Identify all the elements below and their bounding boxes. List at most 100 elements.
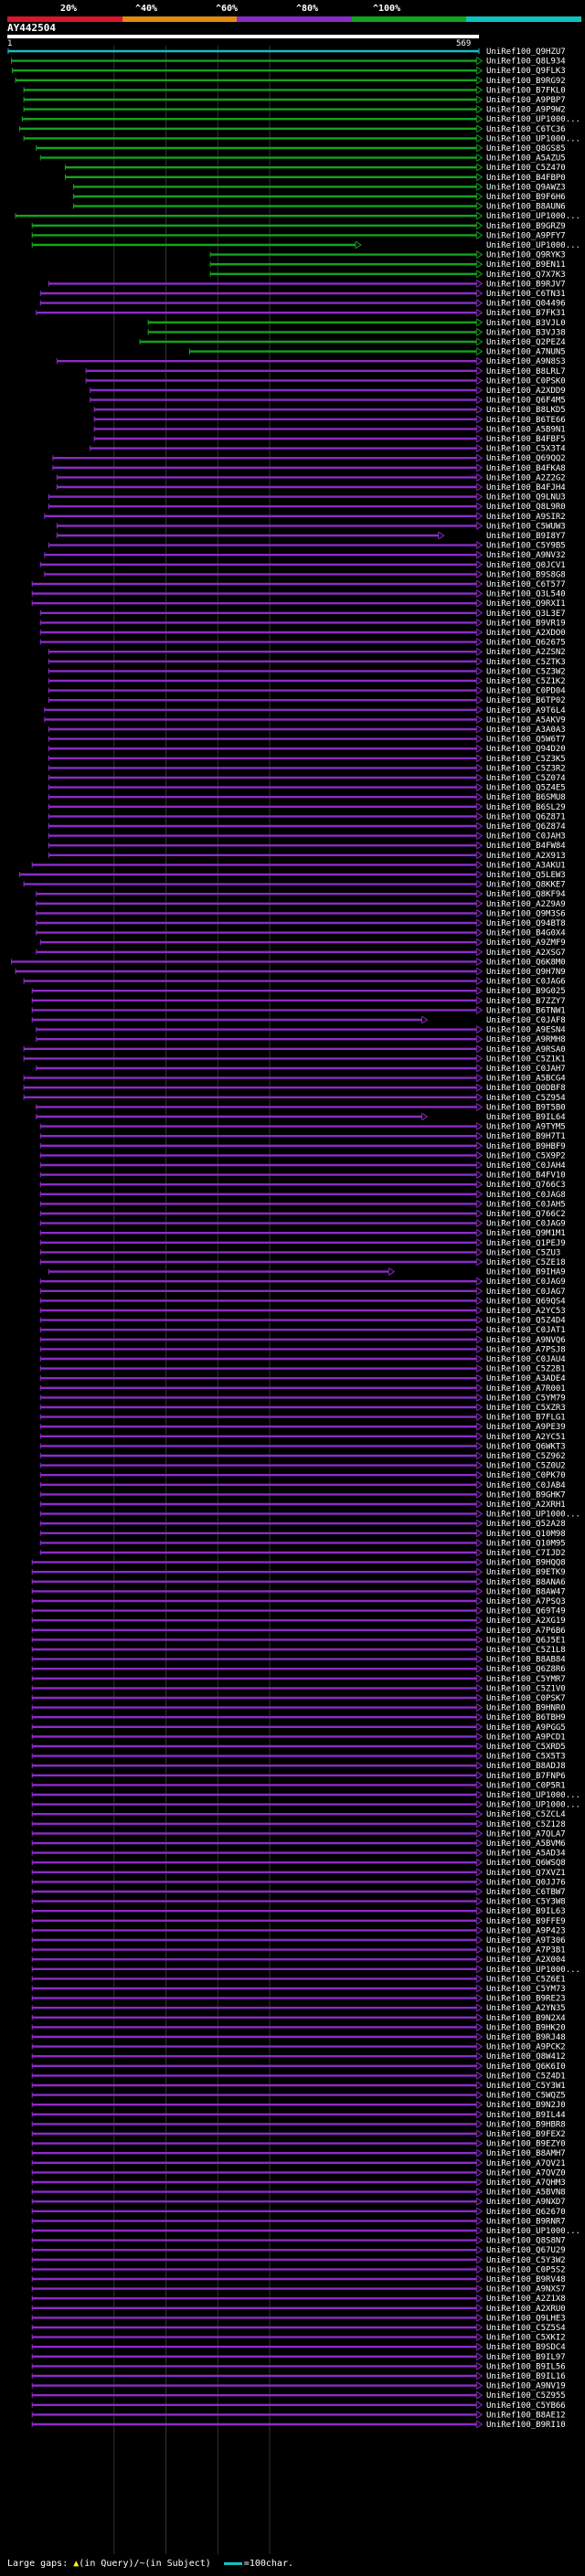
hit-row[interactable]: UniRef100_B4FBP0 <box>64 173 566 183</box>
hit-label[interactable]: UniRef100_Q69T49 <box>486 1607 566 1617</box>
hit-row[interactable]: UniRef100_A7QV21 <box>31 2158 566 2168</box>
hit-row[interactable]: UniRef100_C0JAH3 <box>48 832 566 842</box>
hit-label[interactable]: UniRef100_B8LRL7 <box>486 367 566 376</box>
hit-label[interactable]: UniRef100_B8AW47 <box>486 1587 566 1596</box>
hit-row[interactable]: UniRef100_B9H7T1 <box>39 1131 566 1141</box>
hit-label[interactable]: UniRef100_B9F6H6 <box>486 193 566 202</box>
hit-row[interactable]: UniRef100_C0JAG6 <box>23 977 566 987</box>
hit-row[interactable]: UniRef100_Q69T49 <box>31 1606 566 1617</box>
hit-label[interactable]: UniRef100_B9IHA9 <box>486 1268 566 1277</box>
hit-label[interactable]: UniRef100_C0JAH5 <box>486 1200 566 1209</box>
hit-label[interactable]: UniRef100_C0P5R1 <box>486 1781 566 1790</box>
hit-row[interactable]: UniRef100_A2XDO0 <box>39 628 566 638</box>
hit-row[interactable]: UniRef100_UP1000... <box>31 1965 580 1975</box>
hit-row[interactable]: UniRef100_B4FKA8 <box>52 463 566 473</box>
hit-row[interactable]: UniRef100_Q8L934 <box>11 57 566 67</box>
hit-row[interactable]: UniRef100_A9ZMF9 <box>39 938 566 948</box>
hit-row[interactable]: UniRef100_A2X913 <box>48 851 566 861</box>
hit-label[interactable]: UniRef100_C0JAG9 <box>486 1277 566 1287</box>
hit-label[interactable]: UniRef100_B9GRZ9 <box>486 222 566 231</box>
hit-row[interactable]: UniRef100_Q0JCV1 <box>39 560 566 570</box>
hit-label[interactable]: UniRef100_B8AB84 <box>486 1656 566 1665</box>
hit-row[interactable]: UniRef100_C5Z955 <box>31 2390 566 2401</box>
hit-row[interactable]: UniRef100_A2XG19 <box>31 1616 566 1626</box>
hit-label[interactable]: UniRef100_B4FKA8 <box>486 464 566 473</box>
hit-row[interactable]: UniRef100_Q62670 <box>31 2207 566 2217</box>
hit-label[interactable]: UniRef100_B9FEX2 <box>486 2130 566 2139</box>
hit-label[interactable]: UniRef100_B9RI10 <box>486 2421 566 2430</box>
hit-row[interactable]: UniRef100_A7P3B1 <box>31 1945 566 1956</box>
hit-label[interactable]: UniRef100_B9H7T1 <box>486 1132 566 1141</box>
hit-row[interactable]: UniRef100_B9N2X4 <box>31 2013 566 2023</box>
hit-row[interactable]: UniRef100_Q7XVZ1 <box>31 1868 566 1878</box>
hit-label[interactable]: UniRef100_C5Z1K2 <box>486 677 566 686</box>
hit-label[interactable]: UniRef100_A3ADE4 <box>486 1374 566 1383</box>
hit-row[interactable]: UniRef100_C0P5S2 <box>31 2264 566 2274</box>
hit-row[interactable]: UniRef100_B9RNR7 <box>31 2216 566 2226</box>
hit-label[interactable]: UniRef100_B9HBF9 <box>486 1142 566 1151</box>
hit-label[interactable]: UniRef100_A9NVQ6 <box>486 1336 566 1345</box>
hit-row[interactable]: UniRef100_C5YMR7 <box>31 1674 566 1684</box>
hit-row[interactable]: UniRef100_Q5LEW3 <box>19 870 566 880</box>
hit-label[interactable]: UniRef100_B8AMH7 <box>486 2149 566 2158</box>
hit-label[interactable]: UniRef100_C5WQZ5 <box>486 2092 566 2101</box>
hit-row[interactable]: UniRef100_C5YB66 <box>31 2401 566 2411</box>
hit-row[interactable]: UniRef100_B8AMH7 <box>31 2148 566 2158</box>
hit-row[interactable]: UniRef100_C0JAG8 <box>39 1190 566 1200</box>
hit-row[interactable]: UniRef100_Q8KF94 <box>36 889 566 899</box>
hit-label[interactable]: UniRef100_UP1000... <box>486 2227 580 2236</box>
hit-row[interactable]: UniRef100_C5X3T4 <box>90 444 566 454</box>
hit-label[interactable]: UniRef100_Q6WSQ8 <box>486 1859 566 1868</box>
hit-label[interactable]: UniRef100_B9RJ48 <box>486 2033 566 2042</box>
hit-row[interactable]: UniRef100_A9PCD1 <box>31 1732 566 1742</box>
hit-label[interactable]: UniRef100_A9PE39 <box>486 1423 566 1432</box>
hit-label[interactable]: UniRef100_Q0DBF8 <box>486 1084 566 1093</box>
hit-row[interactable]: UniRef100_A9NV19 <box>31 2381 566 2391</box>
hit-label[interactable]: UniRef100_A9RSA0 <box>486 1045 566 1055</box>
hit-label[interactable]: UniRef100_B9HNR0 <box>486 1704 566 1713</box>
hit-label[interactable]: UniRef100_Q10M95 <box>486 1539 566 1548</box>
hit-row[interactable]: UniRef100_C0JAH5 <box>39 1199 566 1209</box>
hit-label[interactable]: UniRef100_C5ZTK3 <box>486 658 566 667</box>
hit-row[interactable]: UniRef100_C5Z1K2 <box>48 676 566 686</box>
hit-label[interactable]: UniRef100_A9NV19 <box>486 2382 566 2391</box>
hit-label[interactable]: UniRef100_Q9M3S6 <box>486 909 566 918</box>
hit-label[interactable]: UniRef100_UP1000... <box>486 115 580 124</box>
hit-row[interactable]: UniRef100_C5Z1V0 <box>31 1683 566 1693</box>
hit-row[interactable]: UniRef100_B9RI10 <box>31 2420 566 2430</box>
hit-label[interactable]: UniRef100_C5ZU3 <box>486 1248 560 1257</box>
hit-label[interactable]: UniRef100_A5B9N1 <box>486 425 566 434</box>
hit-row[interactable]: UniRef100_UP1000... <box>31 1790 580 1800</box>
hit-label[interactable]: UniRef100_Q6K8M0 <box>486 958 566 967</box>
hit-row[interactable]: UniRef100_UP1000... <box>31 2226 580 2236</box>
hit-label[interactable]: UniRef100_Q9RXI1 <box>486 599 566 609</box>
hit-label[interactable]: UniRef100_UP1000... <box>486 241 580 250</box>
hit-label[interactable]: UniRef100_A9P423 <box>486 1926 566 1935</box>
hit-label[interactable]: UniRef100_A9T306 <box>486 1936 566 1945</box>
hit-label[interactable]: UniRef100_A7P6B6 <box>486 1627 566 1636</box>
hit-label[interactable]: UniRef100_C5Z955 <box>486 2391 566 2401</box>
hit-label[interactable]: UniRef100_Q94BT8 <box>486 919 566 928</box>
hit-row[interactable]: UniRef100_Q9M1M1 <box>39 1228 566 1238</box>
hit-label[interactable]: UniRef100_A9PBP7 <box>486 96 566 105</box>
hit-row[interactable]: UniRef100_C5Z3R2 <box>48 763 566 773</box>
hit-label[interactable]: UniRef100_B8AE12 <box>486 2411 566 2420</box>
hit-row[interactable]: UniRef100_Q2PEZ4 <box>139 337 566 347</box>
hit-row[interactable]: UniRef100_A9ESN4 <box>36 1025 566 1035</box>
hit-label[interactable]: UniRef100_Q8W412 <box>486 2052 566 2062</box>
hit-label[interactable]: UniRef100_Q6Z871 <box>486 812 566 822</box>
hit-label[interactable]: UniRef100_B8LKD5 <box>486 406 566 415</box>
hit-label[interactable]: UniRef100_C5X5T3 <box>486 1753 566 1762</box>
hit-row[interactable]: UniRef100_B9HK20 <box>31 2022 566 2032</box>
hit-row[interactable]: UniRef100_C0JAB4 <box>39 1480 566 1490</box>
hit-label[interactable]: UniRef100_C5Z1L8 <box>486 1646 566 1655</box>
hit-row[interactable]: UniRef100_B8AW47 <box>31 1586 566 1596</box>
hit-row[interactable]: UniRef100_C5YM73 <box>31 1984 566 1994</box>
hit-label[interactable]: UniRef100_Q52A28 <box>486 1520 566 1529</box>
hit-label[interactable]: UniRef100_Q9AWZ3 <box>486 183 566 192</box>
hit-label[interactable]: UniRef100_A2Z2G2 <box>486 473 566 482</box>
hit-label[interactable]: UniRef100_B4FBP0 <box>486 174 566 183</box>
hit-row[interactable]: UniRef100_C5Z4D1 <box>31 2071 566 2081</box>
hit-label[interactable]: UniRef100_Q5LEW3 <box>486 871 566 880</box>
hit-label[interactable]: UniRef100_A2Z1X8 <box>486 2295 566 2304</box>
